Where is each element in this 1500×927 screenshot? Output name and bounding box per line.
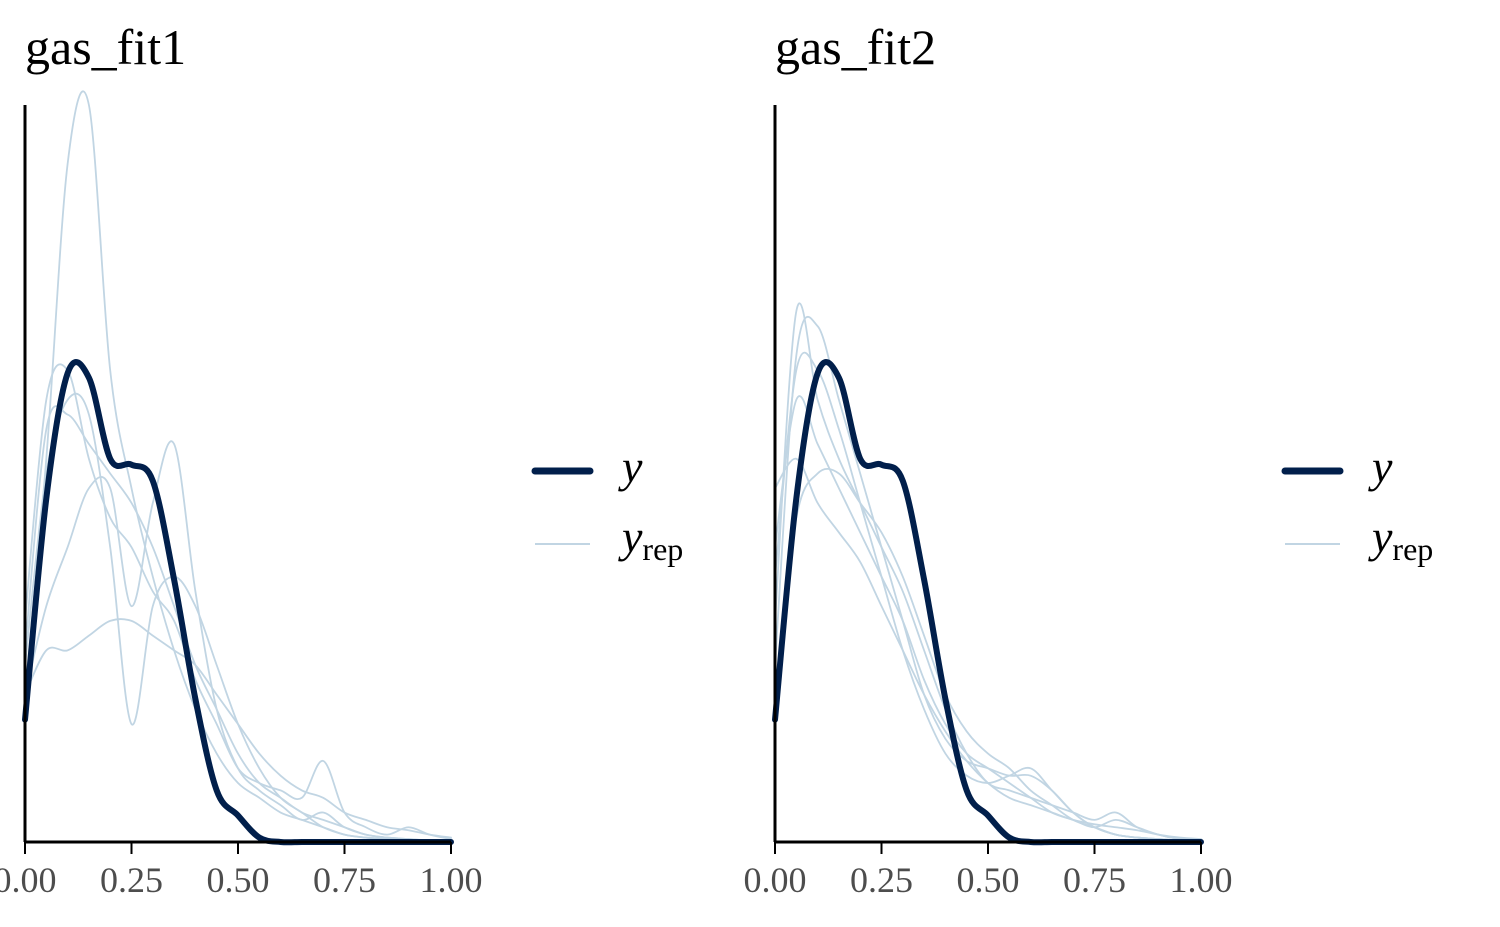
x-tick-label: 0.25 [100, 860, 163, 900]
legend-label: yrep [1368, 511, 1433, 567]
yrep-line [774, 302, 1202, 842]
x-tick-label: 1.00 [1170, 860, 1233, 900]
yrep-line [24, 392, 452, 844]
yrep-line [24, 363, 452, 840]
yrep-line [774, 395, 1202, 842]
yrep-line [774, 467, 1202, 842]
legend-label: y [618, 441, 643, 492]
yrep-line [24, 90, 452, 843]
x-tick-label: 0.25 [850, 860, 913, 900]
legend-name: y [1368, 511, 1393, 562]
legend-name: y [618, 511, 643, 562]
legend-label: y [1368, 441, 1393, 492]
legend-subscript: rep [642, 531, 683, 567]
x-tick-label: 0.50 [957, 860, 1020, 900]
y-line [22, 359, 454, 846]
x-tick-label: 0.00 [0, 860, 57, 900]
x-tick-label: 0.75 [313, 860, 376, 900]
yrep-line [774, 351, 1202, 843]
legend-label: yrep [618, 511, 683, 567]
yrep-line [24, 440, 452, 843]
x-tick-label: 0.00 [744, 860, 807, 900]
x-tick-label: 0.75 [1063, 860, 1126, 900]
legend-subscript: rep [1392, 531, 1433, 567]
y-line [772, 359, 1204, 846]
yrep-line [24, 405, 452, 842]
yrep-line [774, 457, 1202, 840]
yrep-line [24, 618, 452, 839]
legend-name: y [1368, 441, 1393, 492]
yrep-line [774, 315, 1202, 843]
x-tick-label: 0.50 [207, 860, 270, 900]
panel-title: gas_fit1 [25, 19, 186, 75]
panel-title: gas_fit2 [775, 19, 936, 75]
legend-name: y [618, 441, 643, 492]
x-tick-label: 1.00 [420, 860, 483, 900]
